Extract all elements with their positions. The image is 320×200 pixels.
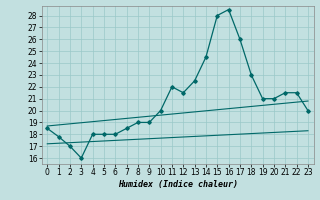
X-axis label: Humidex (Indice chaleur): Humidex (Indice chaleur): [118, 180, 237, 189]
